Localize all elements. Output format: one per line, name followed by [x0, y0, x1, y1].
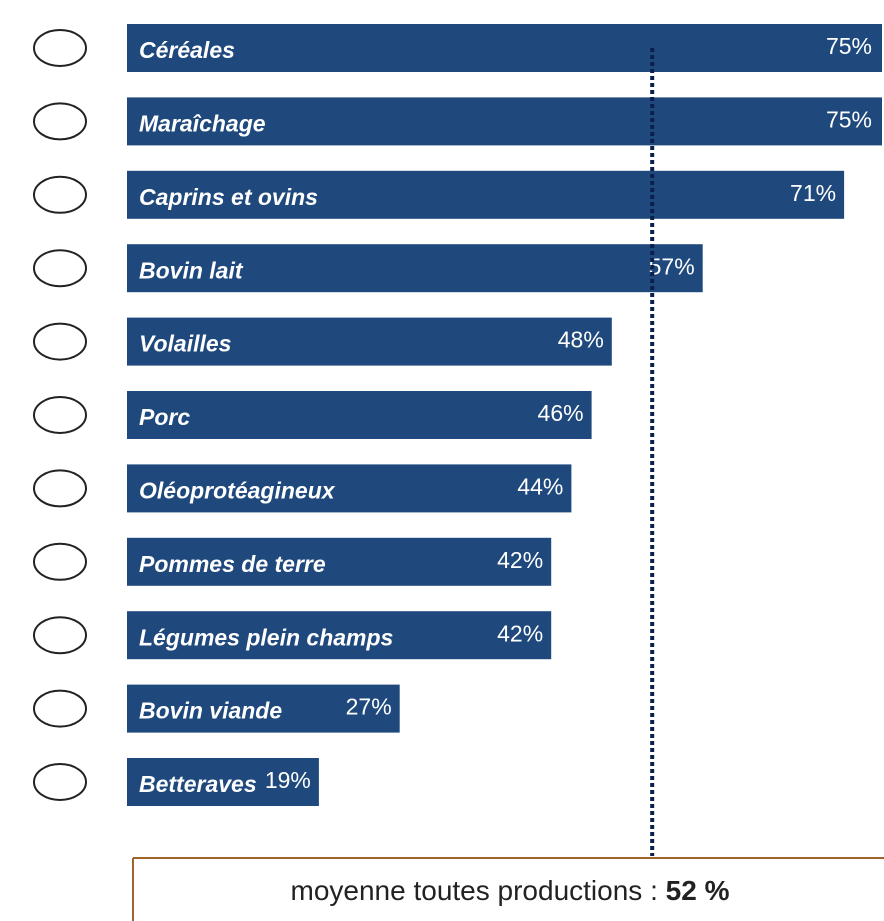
plot-area: Céréales 75% Maraîchage 75% Caprins et ovins…	[127, 24, 882, 806]
category-icon	[33, 542, 87, 581]
bar	[127, 537, 552, 586]
category-icon	[33, 763, 87, 801]
category-label: Volailles	[139, 331, 231, 357]
value-label: 44%	[517, 473, 563, 499]
category-label: Légumes plein champs	[139, 624, 393, 650]
category-icon	[33, 249, 87, 288]
bar	[127, 758, 319, 806]
average-caption: moyenne toutes productions : 52 %	[291, 875, 730, 906]
category-icon	[33, 322, 87, 361]
category-label: Caprins et ovins	[139, 184, 318, 210]
bar	[127, 464, 572, 513]
value-label: 46%	[538, 400, 584, 426]
value-label: 75%	[826, 33, 872, 59]
category-icon	[33, 689, 87, 728]
average-value: 52 %	[666, 875, 730, 906]
category-icon	[33, 469, 87, 508]
value-label: 75%	[826, 106, 872, 132]
value-label: 42%	[497, 620, 543, 646]
value-label: 71%	[790, 180, 836, 206]
category-label: Maraîchage	[139, 110, 266, 136]
category-icon	[33, 29, 87, 67]
bar	[127, 97, 882, 146]
value-label: 42%	[497, 547, 543, 573]
bar	[127, 24, 882, 72]
category-label: Pommes de terre	[139, 551, 326, 577]
value-label: 19%	[265, 767, 311, 793]
category-label: Bovin viande	[139, 698, 282, 724]
value-label: 48%	[558, 327, 604, 353]
bar	[127, 391, 592, 439]
category-label: Betteraves	[139, 771, 257, 797]
bar	[127, 684, 400, 733]
category-label: Porc	[139, 404, 190, 430]
bar	[127, 244, 703, 293]
category-icon	[33, 175, 87, 214]
category-label: Céréales	[139, 37, 235, 63]
bar	[127, 317, 612, 366]
value-label: 27%	[346, 694, 392, 720]
category-icon	[33, 396, 87, 434]
category-label: Bovin lait	[139, 257, 244, 283]
average-label: moyenne toutes productions :	[291, 875, 658, 906]
bar	[127, 611, 552, 660]
category-label: Oléoprotéagineux	[139, 477, 336, 503]
category-icon	[33, 616, 87, 655]
category-icon	[33, 102, 87, 141]
bar	[127, 170, 845, 219]
value-label: 57%	[649, 253, 695, 279]
